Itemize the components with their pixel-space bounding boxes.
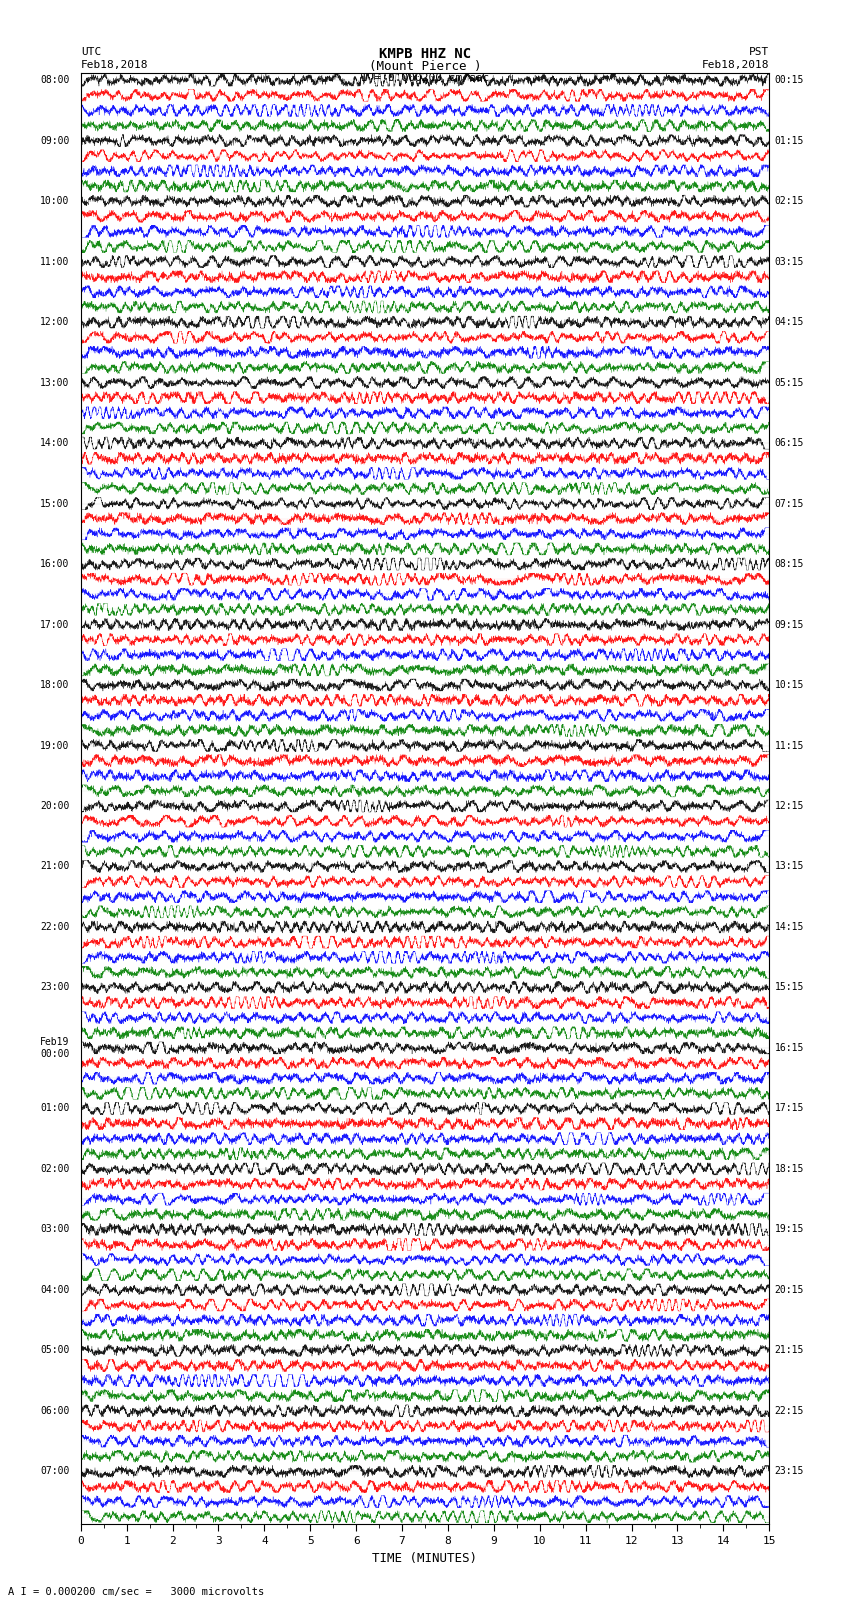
Text: 08:00: 08:00	[40, 76, 70, 85]
Text: 06:15: 06:15	[774, 439, 804, 448]
Text: Feb18,2018: Feb18,2018	[702, 60, 769, 69]
X-axis label: TIME (MINUTES): TIME (MINUTES)	[372, 1552, 478, 1565]
Text: 05:00: 05:00	[40, 1345, 70, 1355]
Text: 01:00: 01:00	[40, 1103, 70, 1113]
Text: 07:00: 07:00	[40, 1466, 70, 1476]
Text: 15:00: 15:00	[40, 498, 70, 508]
Text: 06:00: 06:00	[40, 1407, 70, 1416]
Text: 20:15: 20:15	[774, 1286, 804, 1295]
Text: A I = 0.000200 cm/sec =   3000 microvolts: A I = 0.000200 cm/sec = 3000 microvolts	[8, 1587, 264, 1597]
Text: 09:15: 09:15	[774, 619, 804, 629]
Text: 02:00: 02:00	[40, 1165, 70, 1174]
Text: 11:00: 11:00	[40, 256, 70, 266]
Text: 14:00: 14:00	[40, 439, 70, 448]
Text: 10:15: 10:15	[774, 681, 804, 690]
Text: 05:15: 05:15	[774, 377, 804, 387]
Text: 12:15: 12:15	[774, 802, 804, 811]
Text: Feb18,2018: Feb18,2018	[81, 60, 148, 69]
Text: 18:00: 18:00	[40, 681, 70, 690]
Text: 15:15: 15:15	[774, 982, 804, 992]
Text: 18:15: 18:15	[774, 1165, 804, 1174]
Text: 03:15: 03:15	[774, 256, 804, 266]
Text: 01:15: 01:15	[774, 135, 804, 145]
Text: 19:00: 19:00	[40, 740, 70, 750]
Text: 13:00: 13:00	[40, 377, 70, 387]
Text: 21:00: 21:00	[40, 861, 70, 871]
Text: 09:00: 09:00	[40, 135, 70, 145]
Text: 21:15: 21:15	[774, 1345, 804, 1355]
Text: Feb19
00:00: Feb19 00:00	[40, 1037, 70, 1058]
Text: 16:15: 16:15	[774, 1044, 804, 1053]
Text: UTC: UTC	[81, 47, 101, 56]
Text: 13:15: 13:15	[774, 861, 804, 871]
Text: 22:15: 22:15	[774, 1407, 804, 1416]
Text: 12:00: 12:00	[40, 318, 70, 327]
Text: PST: PST	[749, 47, 769, 56]
Text: 11:15: 11:15	[774, 740, 804, 750]
Text: 07:15: 07:15	[774, 498, 804, 508]
Text: KMPB HHZ NC: KMPB HHZ NC	[379, 47, 471, 61]
Text: 23:00: 23:00	[40, 982, 70, 992]
Text: 19:15: 19:15	[774, 1224, 804, 1234]
Text: 00:15: 00:15	[774, 76, 804, 85]
Text: 14:15: 14:15	[774, 923, 804, 932]
Text: 03:00: 03:00	[40, 1224, 70, 1234]
Text: 04:00: 04:00	[40, 1286, 70, 1295]
Text: 17:00: 17:00	[40, 619, 70, 629]
Text: 10:00: 10:00	[40, 197, 70, 206]
Text: 22:00: 22:00	[40, 923, 70, 932]
Text: 08:15: 08:15	[774, 560, 804, 569]
Text: 23:15: 23:15	[774, 1466, 804, 1476]
Text: 17:15: 17:15	[774, 1103, 804, 1113]
Text: (Mount Pierce ): (Mount Pierce )	[369, 60, 481, 73]
Text: 02:15: 02:15	[774, 197, 804, 206]
Text: 20:00: 20:00	[40, 802, 70, 811]
Text: 16:00: 16:00	[40, 560, 70, 569]
Text: I = 0.000200 cm/sec: I = 0.000200 cm/sec	[361, 73, 489, 82]
Text: 04:15: 04:15	[774, 318, 804, 327]
